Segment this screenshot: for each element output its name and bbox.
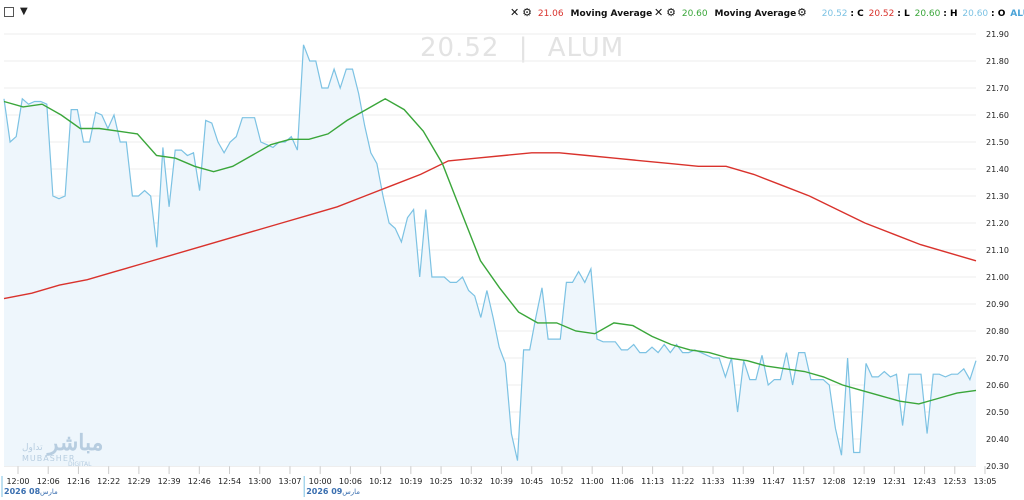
symbol-label: ALUM [1010,9,1024,19]
x-tick-label: 10:00 [309,477,332,486]
x-tick-label: 11:33 [702,477,725,486]
x-tick-label: 10:12 [369,477,392,486]
close-value: 20.52 [821,9,848,19]
ohlc-group: ⚙ 20.52 : C 20.52 : L 20.60 : H 20.60 : … [797,6,1024,19]
x-tick-label: 10:06 [339,477,362,486]
ma-green-group: ✕ ⚙ 20.60 Moving Average [654,6,796,19]
x-tick-label: 12:29 [127,477,150,486]
logo-arabic: مباشر [47,430,104,456]
ma-green-series-line [3,97,977,405]
watermark-symbol: ALUM [547,33,625,63]
high-value: 20.60 [914,9,941,19]
ma-red-value: 21.06 [537,9,564,19]
high-key: : H [943,9,958,19]
x-tick-label: 10:45 [520,477,543,486]
y-tick-label: 20.50 [986,408,1009,417]
select-checkbox[interactable] [4,7,14,17]
low-key: : L [897,9,910,19]
date-label: 2026 08 [4,487,41,496]
x-tick-label: 12:46 [188,477,211,486]
x-tick-label: 12:06 [37,477,60,486]
open-key: : O [991,9,1006,19]
y-tick-label: 20.40 [986,435,1009,444]
ma-green-label: Moving Average [714,9,797,19]
ma-red-series-line [3,152,977,300]
x-tick-label: 12:31 [883,477,906,486]
ma-red-group: ✕ ⚙ 21.06 Moving Average [510,6,652,19]
y-tick-label: 20.90 [986,300,1009,309]
close-key: : C [850,9,864,19]
logo-tagline: DIGITAL [68,461,92,468]
x-tick-label: 11:47 [762,477,785,486]
logo-english: MUBASHER [22,454,76,463]
date-month-label: مارس [342,488,360,496]
open-value: 20.60 [962,9,989,19]
y-tick-label: 21.30 [986,192,1009,201]
x-tick-label: 11:39 [732,477,755,486]
x-tick-label: 12:39 [158,477,181,486]
x-tick-label: 13:07 [278,477,301,486]
y-tick-label: 21.80 [986,57,1009,66]
y-tick-label: 20.30 [986,462,1009,471]
low-value: 20.52 [868,9,895,19]
y-tick-label: 21.70 [986,84,1009,93]
y-tick-label: 21.10 [986,246,1009,255]
x-tick-label: 12:08 [822,477,845,486]
gear-icon[interactable]: ⚙ [797,6,807,19]
watermark: 20.52 | ALUM [420,33,624,63]
x-tick-label: 12:00 [6,477,29,486]
indicator-toolbar: ▼ ✕ ⚙ 21.06 Moving Average ✕ ⚙ 20.60 Mov… [0,0,1024,24]
price-series-line [3,44,977,461]
x-tick-label: 12:53 [943,477,966,486]
gear-icon[interactable]: ⚙ [522,6,532,19]
watermark-separator: | [518,33,529,63]
close-icon[interactable]: ✕ [510,6,520,19]
y-tick-label: 21.90 [986,30,1009,39]
y-tick-label: 20.80 [986,327,1009,336]
x-tick-label: 11:22 [671,477,694,486]
x-tick-label: 10:39 [490,477,513,486]
x-tick-label: 12:54 [218,477,241,486]
watermark-price: 20.52 [420,33,500,63]
y-tick-label: 20.70 [986,354,1009,363]
x-tick-label: 10:52 [550,477,573,486]
x-tick-label: 10:19 [399,477,422,486]
x-tick-label: 12:22 [97,477,120,486]
x-tick-label: 11:06 [611,477,634,486]
x-tick-label: 10:32 [460,477,483,486]
dropdown-triangle-icon[interactable]: ▼ [20,6,28,17]
x-tick-label: 11:00 [581,477,604,486]
y-tick-label: 21.20 [986,219,1009,228]
x-tick-label: 12:16 [67,477,90,486]
y-tick-label: 21.50 [986,138,1009,147]
gear-icon[interactable]: ⚙ [666,6,676,19]
x-tick-label: 12:19 [853,477,876,486]
date-month-label: مارس [40,488,58,496]
y-tick-label: 21.00 [986,273,1009,282]
x-tick-label: 13:00 [248,477,271,486]
x-tick-label: 11:13 [641,477,664,486]
x-tick-label: 10:25 [430,477,453,486]
ma-green-value: 20.60 [681,9,708,19]
y-tick-label: 20.60 [986,381,1009,390]
x-tick-label: 11:57 [792,477,815,486]
ma-red-label: Moving Average [570,9,653,19]
close-icon[interactable]: ✕ [654,6,664,19]
y-tick-label: 21.40 [986,165,1009,174]
x-tick-label: 13:05 [973,477,996,486]
x-tick-label: 12:43 [913,477,936,486]
y-tick-label: 21.60 [986,111,1009,120]
mubasher-logo: مباشر تداول MUBASHER DIGITAL [22,430,103,468]
price-area-fill [4,44,976,467]
date-label: 2026 09 [306,487,343,496]
logo-arabic-small: تداول [22,443,43,453]
